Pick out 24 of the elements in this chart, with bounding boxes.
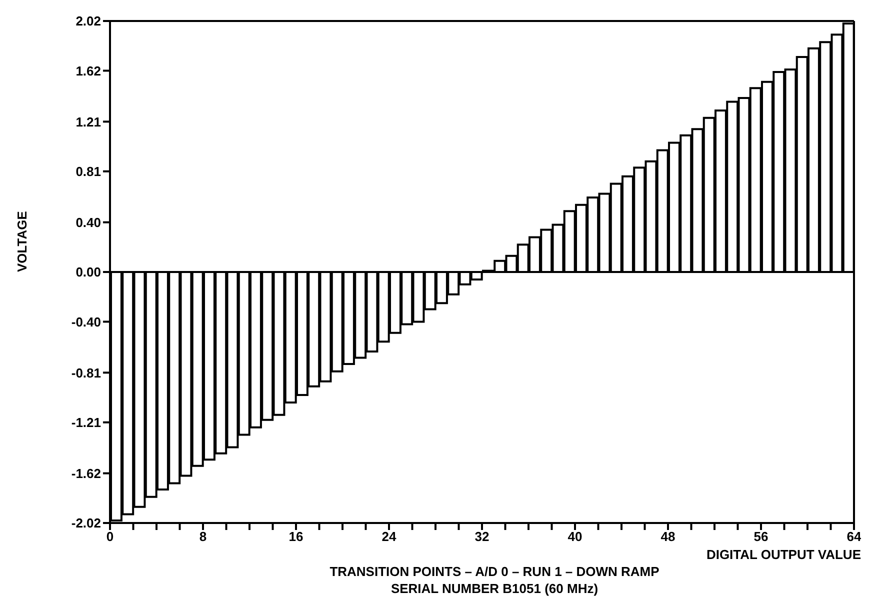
y-tick-label: 1.62 — [76, 63, 101, 78]
text: SERIAL NUMBER B1051 (60 MHz) — [390, 580, 600, 597]
text: TRANSITION POINTS – A/D 0 – RUN 1 – DOWN RAMP — [328, 563, 660, 580]
y-tick-label: -1.21 — [71, 414, 101, 430]
y-tick-label: 1.21 — [76, 114, 101, 130]
y-tick-label: 0.00 — [76, 264, 101, 280]
x-tick-label: 24 — [382, 529, 397, 544]
x-tick-label: 48 — [660, 529, 676, 544]
x-tick-label: 8 — [199, 529, 207, 544]
y-tick-label: 0.40 — [76, 214, 101, 230]
x-tick-label: 0 — [106, 529, 114, 544]
x-axis-title: DIGITAL OUTPUT VALUE — [705, 546, 861, 563]
x-tick-label: 64 — [846, 529, 862, 544]
y-tick-label: 2.02 — [76, 14, 101, 29]
x-tick-label: 56 — [754, 529, 768, 544]
y-tick-label: -1.62 — [71, 466, 101, 481]
x-tick-label: 32 — [474, 529, 490, 544]
y-tick-label: -2.02 — [71, 516, 101, 531]
y-tick-label: -0.81 — [71, 365, 101, 380]
x-tick-label: 40 — [568, 529, 582, 544]
y-tick-label: -0.40 — [71, 314, 101, 330]
y-tick-label: 0.81 — [76, 164, 101, 179]
x-tick-label: 16 — [288, 529, 304, 544]
y-axis-title: VOLTAGE — [14, 210, 30, 272]
